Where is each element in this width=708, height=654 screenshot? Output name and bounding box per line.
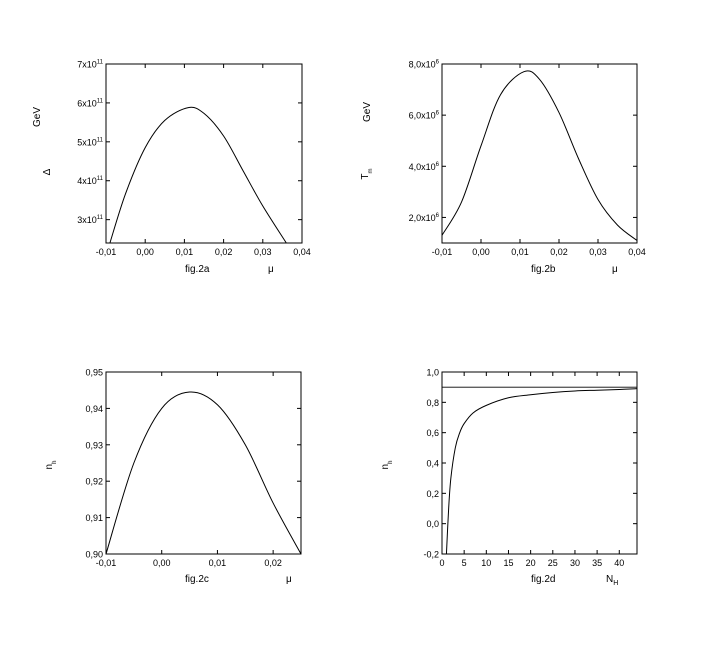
panel-2: -0,01 0,00 0,01 0,02 0,03 0,04 2,0x106 4,0x106 6… xyxy=(360,60,646,276)
x-axis-label: μ xyxy=(612,264,618,275)
y-tick-label: 2,0x106 xyxy=(409,213,440,223)
y-tick-label: -0,2 xyxy=(423,550,439,560)
y-tick-label: 0,6 xyxy=(426,428,439,438)
x-tick-label: 35 xyxy=(592,558,602,568)
x-tick-label: -0,01 xyxy=(96,247,117,257)
x-tick-label: 20 xyxy=(526,558,536,568)
x-tick-label: 0,02 xyxy=(550,247,568,257)
y-tick-label: 4x1011 xyxy=(77,176,103,186)
plot-frame xyxy=(105,371,302,555)
panel-4: 0 5 10 15 20 25 30 35 40 -0,2 0,0 0,2 0,4 0,6 0,8 1,0 fi… xyxy=(380,368,638,587)
x-tick-label: 0,01 xyxy=(511,247,529,257)
y-axis-label: Δ xyxy=(42,168,53,175)
y-tick-label: 0,93 xyxy=(85,440,103,450)
x-tick-label: 15 xyxy=(503,558,513,568)
x-tick-label: 40 xyxy=(614,558,624,568)
x-tick-label: 0,02 xyxy=(264,558,282,568)
x-tick-label: 0,01 xyxy=(209,558,227,568)
series-line xyxy=(445,388,638,555)
series-line xyxy=(105,391,302,555)
series-line xyxy=(441,70,638,241)
panel-1: -0,01 0,00 0,01 0,02 0,03 0,04 3x1011 4x1011 5x1… xyxy=(32,60,311,276)
x-tick-label: 0,03 xyxy=(589,247,607,257)
y-axis-label: Tm xyxy=(360,168,374,179)
y-tick-label: 0,92 xyxy=(85,477,103,487)
x-tick-label: 0,00 xyxy=(136,247,154,257)
x-axis-label: μ xyxy=(286,574,292,585)
x-tick-label: 30 xyxy=(570,558,580,568)
x-tick-label: -0,01 xyxy=(96,558,117,568)
y-tick-label: 6,0x106 xyxy=(409,111,440,121)
y-tick-label: 0,91 xyxy=(85,513,103,523)
x-axis-label: μ xyxy=(268,264,274,275)
y-tick-label: 3x1011 xyxy=(77,215,103,225)
y-tick-label: 0,8 xyxy=(426,398,439,408)
y-tick-label: 0,95 xyxy=(85,368,103,378)
x-tick-label: 0 xyxy=(439,558,444,568)
plot-frame xyxy=(441,63,638,244)
series-line xyxy=(109,106,287,244)
x-tick-label: -0,01 xyxy=(432,247,453,257)
y-tick-label: 7x1011 xyxy=(77,60,103,70)
figure-caption: fig.2c xyxy=(185,574,209,585)
y-tick-label: 0,0 xyxy=(426,519,439,529)
x-tick-label: 0,04 xyxy=(293,247,311,257)
x-tick-label: 0,00 xyxy=(472,247,490,257)
x-tick-label: 10 xyxy=(481,558,491,568)
figure-caption: fig.2d xyxy=(531,574,555,585)
x-tick-label: 0,04 xyxy=(628,247,646,257)
y-tick-label: 0,94 xyxy=(85,404,103,414)
y-tick-label: 6x1011 xyxy=(77,98,103,108)
x-tick-label: 0,02 xyxy=(215,247,233,257)
y-axis-label: nh xyxy=(44,461,58,470)
y-axis-unit: GeV xyxy=(32,107,43,127)
y-tick-label: 0,4 xyxy=(426,459,439,469)
figure-caption: fig.2a xyxy=(185,264,210,275)
y-tick-label: 1,0 xyxy=(426,368,439,378)
panel-3: -0,01 0,00 0,01 0,02 0,90 0,91 0,92 0,93 0,94 0,9… xyxy=(44,368,302,585)
x-tick-label: 5 xyxy=(462,558,467,568)
y-tick-label: 0,90 xyxy=(85,550,103,560)
plot-frame xyxy=(441,371,638,555)
x-tick-label: 25 xyxy=(548,558,558,568)
y-axis-label: nh xyxy=(380,461,394,470)
figure-caption: fig.2b xyxy=(531,264,556,275)
y-tick-label: 8,0x106 xyxy=(409,60,440,70)
x-tick-label: 0,01 xyxy=(176,247,194,257)
y-tick-label: 0,2 xyxy=(426,489,439,499)
plot-frame xyxy=(105,63,303,244)
y-axis-unit: GeV xyxy=(362,102,373,122)
x-tick-label: 0,00 xyxy=(153,558,171,568)
y-tick-label: 4,0x106 xyxy=(409,162,440,172)
x-axis-label: NH xyxy=(606,574,618,587)
y-tick-label: 5x1011 xyxy=(77,137,103,147)
x-tick-label: 0,03 xyxy=(254,247,272,257)
